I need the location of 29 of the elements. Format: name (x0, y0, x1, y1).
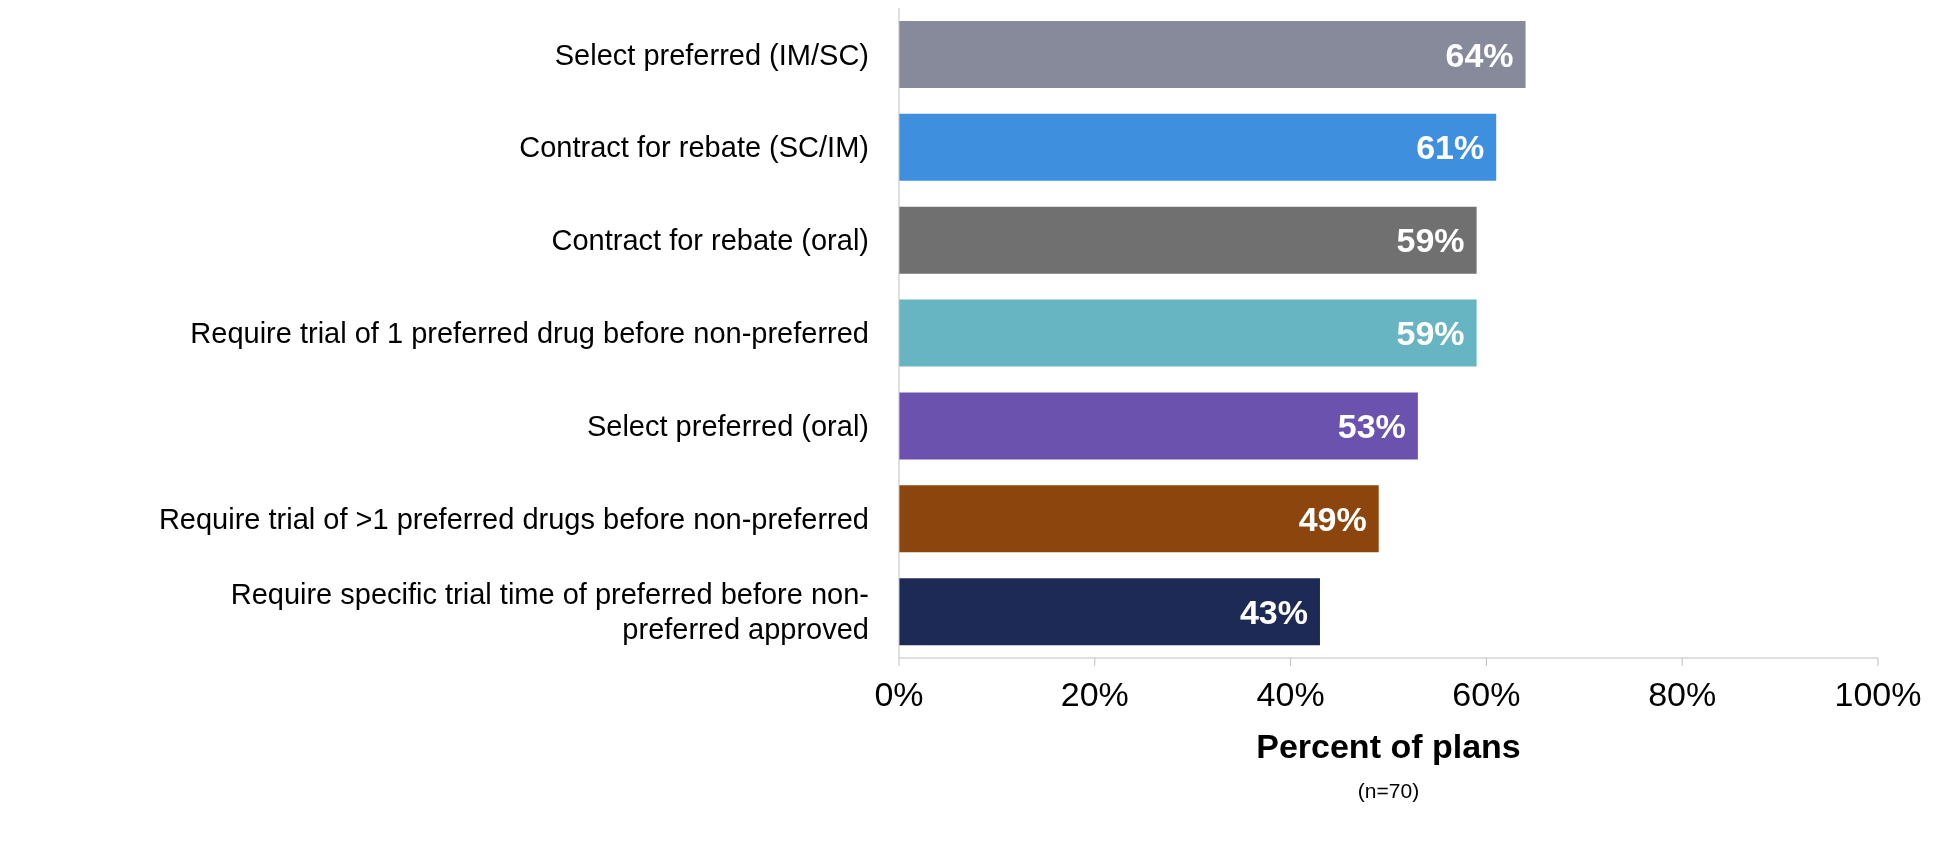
x-tick-label: 20% (1060, 675, 1129, 714)
data-label: 59% (1396, 314, 1465, 353)
y-tick-label: Contract for rebate (SC/IM) (519, 131, 869, 164)
data-label: 53% (1337, 407, 1406, 445)
bar (899, 578, 1320, 646)
y-tick-label: Contract for rebate (oral) (551, 224, 869, 257)
y-tick-label: Require trial of >1 preferred drugs before non-preferred (158, 502, 869, 535)
bar (899, 206, 1477, 274)
bar (899, 392, 1418, 460)
x-axis-title: Percent of plans (1256, 727, 1521, 765)
x-tick-label: 0% (874, 675, 924, 714)
x-tick-label: 40% (1256, 675, 1325, 714)
bar (899, 113, 1497, 181)
x-tick-label: 80% (1648, 675, 1717, 714)
x-tick-label: 100% (1834, 675, 1922, 714)
text: (n=70) (1357, 779, 1420, 802)
data-label: 43% (1239, 592, 1308, 631)
bar (899, 21, 1526, 88)
y-tick-label: Select preferred (IM/SC) (554, 38, 869, 71)
bar (899, 485, 1379, 553)
y-tick-label: Require specific trial time of preferred before non-preferred approved (230, 578, 869, 646)
x-tick-label: 60% (1452, 675, 1521, 714)
data-label: 61% (1416, 128, 1485, 167)
data-label: 64% (1445, 35, 1514, 74)
data-label: 59% (1396, 221, 1465, 260)
y-tick-label: Select preferred (oral) (586, 410, 869, 443)
y-tick-label: Require trial of 1 preferred drug before non-preferred (190, 317, 869, 350)
data-label: 49% (1298, 499, 1367, 538)
bar (899, 299, 1477, 367)
